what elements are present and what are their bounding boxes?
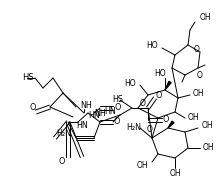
Text: HO: HO	[124, 78, 136, 88]
Text: OH: OH	[188, 114, 200, 122]
Polygon shape	[168, 121, 174, 128]
Text: OH: OH	[203, 143, 215, 153]
Text: OH: OH	[193, 88, 205, 98]
Polygon shape	[165, 81, 171, 90]
Text: HN: HN	[88, 111, 100, 119]
Text: OH: OH	[200, 13, 212, 22]
Text: OH: OH	[169, 169, 181, 177]
Text: O: O	[30, 104, 36, 112]
Text: OH: OH	[136, 160, 148, 170]
Text: O: O	[156, 91, 162, 99]
Text: H₂N: H₂N	[56, 129, 72, 139]
Text: OH: OH	[202, 122, 214, 130]
Text: O: O	[115, 104, 121, 112]
Text: NH: NH	[80, 101, 92, 109]
Text: HS: HS	[112, 95, 123, 105]
Text: O: O	[197, 70, 203, 80]
Text: O: O	[114, 118, 120, 126]
Text: HO: HO	[146, 42, 158, 50]
Text: O: O	[59, 157, 65, 167]
Text: O: O	[140, 98, 146, 108]
Text: O: O	[194, 46, 200, 54]
Text: O: O	[147, 125, 153, 135]
Text: O: O	[163, 115, 169, 125]
Text: NH: NH	[94, 108, 106, 118]
Text: HO: HO	[154, 70, 166, 78]
Text: HN: HN	[104, 108, 116, 116]
Text: HN: HN	[76, 122, 88, 130]
Text: H₂N: H₂N	[126, 123, 142, 132]
Text: HS: HS	[22, 74, 34, 83]
